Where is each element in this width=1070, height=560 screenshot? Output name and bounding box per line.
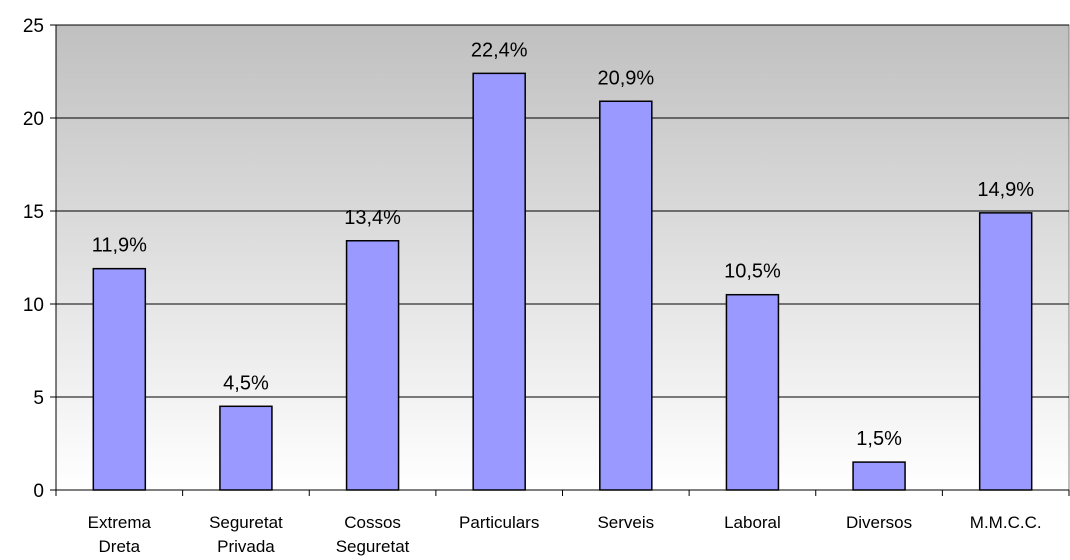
category-label: Cossos — [344, 513, 401, 532]
category-label: Seguretat — [336, 537, 410, 556]
plot-area — [55, 24, 1070, 491]
data-label: 14,9% — [977, 179, 1034, 201]
y-tick-label: 25 — [23, 16, 44, 37]
axes — [50, 24, 1070, 496]
category-label: Particulars — [459, 513, 539, 532]
category-label: Serveis — [597, 513, 654, 532]
category-label: Diversos — [846, 513, 912, 532]
bar — [599, 100, 653, 491]
category-label: M.M.C.C. — [970, 513, 1042, 532]
category-label: Extrema — [88, 513, 152, 532]
y-tick-label: 0 — [33, 481, 44, 502]
category-label: Laboral — [724, 513, 781, 532]
category-label: Privada — [217, 537, 275, 556]
data-label: 1,5% — [856, 428, 902, 450]
gridlines — [56, 24, 1069, 398]
data-label: 4,5% — [223, 372, 269, 394]
y-tick-label: 10 — [23, 295, 44, 316]
bar — [978, 212, 1033, 491]
bars — [92, 72, 1033, 491]
data-label: 13,4% — [344, 207, 401, 229]
data-label: 10,5% — [724, 261, 781, 283]
data-label: 20,9% — [597, 67, 654, 89]
bar — [219, 405, 273, 491]
data-label: 22,4% — [471, 39, 528, 61]
bar — [345, 240, 400, 491]
y-tick-label: 20 — [23, 109, 44, 130]
bar — [472, 72, 526, 491]
data-label: 11,9% — [92, 235, 147, 257]
y-tick-label: 5 — [33, 388, 44, 409]
y-tick-label: 15 — [23, 202, 44, 223]
bar — [92, 267, 147, 491]
category-label: Seguretat — [209, 513, 283, 532]
bar — [725, 293, 780, 491]
labels: 0 5 10 15 20 25 11,9% Extrema Dreta 4,5% Seguretat… — [23, 16, 1042, 556]
bar — [852, 461, 906, 491]
category-label: Dreta — [99, 537, 141, 556]
